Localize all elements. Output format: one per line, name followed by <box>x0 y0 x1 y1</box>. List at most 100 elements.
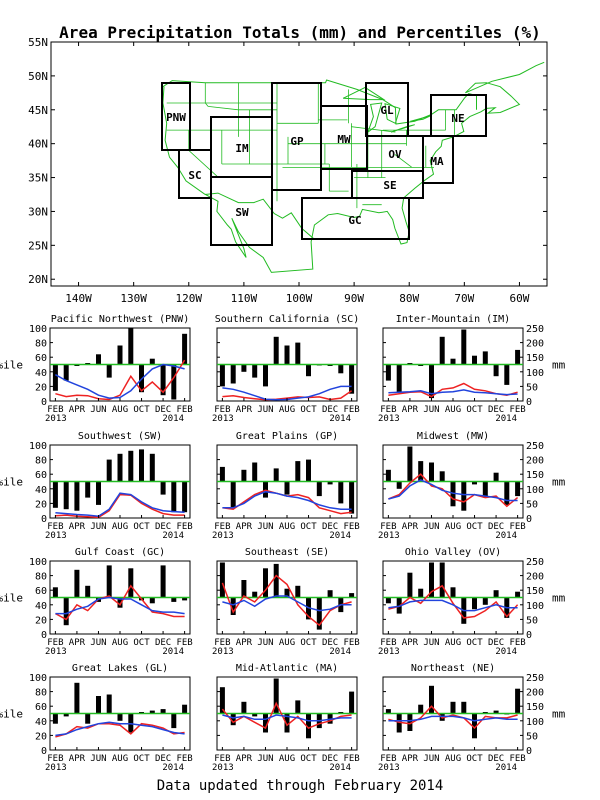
region-boxes: PNW SC IM SW GP MW GL OV NE MA SE GC <box>161 82 487 246</box>
normal-mm-line <box>388 479 518 502</box>
y-left-tick-label: 80 <box>35 572 47 583</box>
percentile-bar <box>429 685 434 714</box>
percentile-bar <box>52 364 58 391</box>
x-tick-label: OCT <box>300 638 317 648</box>
panel-title: Gulf Coast (GC) <box>75 547 165 558</box>
lon-label: 110W <box>231 292 258 305</box>
panel-pacific-northwest-pnw: Pacific Northwest (PNW) 0 20 40 60 80 100 %ile F… <box>0 314 193 424</box>
percentile-bar <box>106 694 112 714</box>
southern-border <box>204 192 315 240</box>
x-tick-label: DEC <box>155 522 171 532</box>
x-tick-label: JUN <box>257 638 273 648</box>
region-label-se: SE <box>383 179 396 192</box>
region-label-pnw: PNW <box>166 111 186 124</box>
x-tick-label: JUN <box>90 405 106 415</box>
lon-label: 70W <box>454 292 474 305</box>
percentile-bar <box>450 701 456 714</box>
x-tick-label: APR <box>236 754 253 764</box>
y-left-tick-label: 0 <box>41 397 47 408</box>
percentile-bar <box>252 713 258 717</box>
y-right-axis-title: mm <box>552 708 566 721</box>
y-left-tick-label: 20 <box>35 615 47 626</box>
percentile-bar <box>182 597 188 601</box>
percentile-bar <box>230 713 236 726</box>
percentile-bar <box>219 562 225 598</box>
y-left-axis-title: %ile <box>0 708 23 721</box>
percentile-bar <box>493 364 499 377</box>
percentile-bar <box>316 597 322 630</box>
y-left-tick-label: 0 <box>41 514 47 525</box>
percentile-bar <box>52 481 58 508</box>
percentile-bar <box>284 345 290 365</box>
x-tick-label: JUN <box>257 522 273 532</box>
y-right-tick-label: 150 <box>526 586 544 597</box>
y-left-tick-label: 20 <box>35 382 47 393</box>
normal-mm-line <box>55 363 185 399</box>
lon-label: 130W <box>120 292 147 305</box>
percentile-bar <box>439 562 445 598</box>
x-tick-label: FEB <box>343 754 359 764</box>
y-right-tick-label: 200 <box>526 456 544 467</box>
x-year-end: 2014 <box>162 414 184 424</box>
percentile-bar <box>338 481 344 504</box>
percentile-bar <box>306 364 311 377</box>
y-left-tick-label: 0 <box>41 746 47 757</box>
y-left-tick-label: 80 <box>35 339 47 350</box>
x-tick-label: OCT <box>300 405 317 415</box>
percentile-bar <box>96 354 101 365</box>
normal-mm-line <box>388 599 518 612</box>
state-border <box>394 154 413 168</box>
lon-label: 80W <box>399 292 419 305</box>
y-right-tick-label: 0 <box>526 630 532 641</box>
percentile-bar <box>327 590 333 598</box>
y-right-tick-label: 250 <box>526 324 544 335</box>
x-tick-label: FEB <box>214 405 230 415</box>
normal-mm-line <box>388 389 518 396</box>
x-tick-label: DEC <box>488 405 504 415</box>
y-right-tick-label: 250 <box>526 557 544 568</box>
percentile-bar <box>327 481 333 485</box>
x-year-start: 2013 <box>45 414 67 424</box>
x-tick-label: JUN <box>90 638 106 648</box>
y-left-tick-label: 100 <box>29 557 47 568</box>
percentile-bar <box>273 336 279 365</box>
percentile-bar <box>252 591 258 598</box>
x-year-start: 2013 <box>378 531 400 541</box>
percentile-bar <box>418 704 424 714</box>
x-tick-label: OCT <box>133 754 150 764</box>
x-tick-label: FEB <box>509 754 525 764</box>
percentile-bar <box>349 364 355 394</box>
y-left-tick-label: 100 <box>29 673 47 684</box>
x-tick-label: AUG <box>279 405 295 415</box>
percentile-bar <box>230 364 236 384</box>
percentile-bar <box>504 481 510 505</box>
y-left-tick-label: 0 <box>41 630 47 641</box>
x-year-start: 2013 <box>45 531 67 541</box>
x-tick-label: FEB <box>509 522 525 532</box>
percentile-bar <box>429 562 434 598</box>
x-tick-label: FEB <box>509 638 525 648</box>
x-tick-label: FEB <box>380 522 396 532</box>
percentile-bar <box>230 481 236 508</box>
percentile-bar <box>515 591 521 598</box>
percentile-bar <box>117 345 123 365</box>
percentile-bar <box>117 597 123 608</box>
percentile-bar <box>349 691 355 714</box>
panel-title: Midwest (MW) <box>417 431 489 442</box>
region-label-gl: GL <box>380 104 394 117</box>
percentile-bar <box>273 468 279 482</box>
percentile-bar <box>306 713 311 739</box>
percentile-bar <box>349 593 355 598</box>
percentile-bar <box>472 713 477 739</box>
x-tick-label: APR <box>236 522 253 532</box>
percentile-bar <box>429 364 434 399</box>
percentile-bar <box>149 597 155 604</box>
panel-title: Southern California (SC) <box>215 314 360 325</box>
y-left-tick-label: 40 <box>35 717 47 728</box>
x-tick-label: OCT <box>466 522 483 532</box>
x-tick-label: APR <box>69 638 86 648</box>
x-tick-label: FEB <box>380 405 396 415</box>
percentile-bar <box>182 333 188 365</box>
region-label-gp: GP <box>290 135 304 148</box>
